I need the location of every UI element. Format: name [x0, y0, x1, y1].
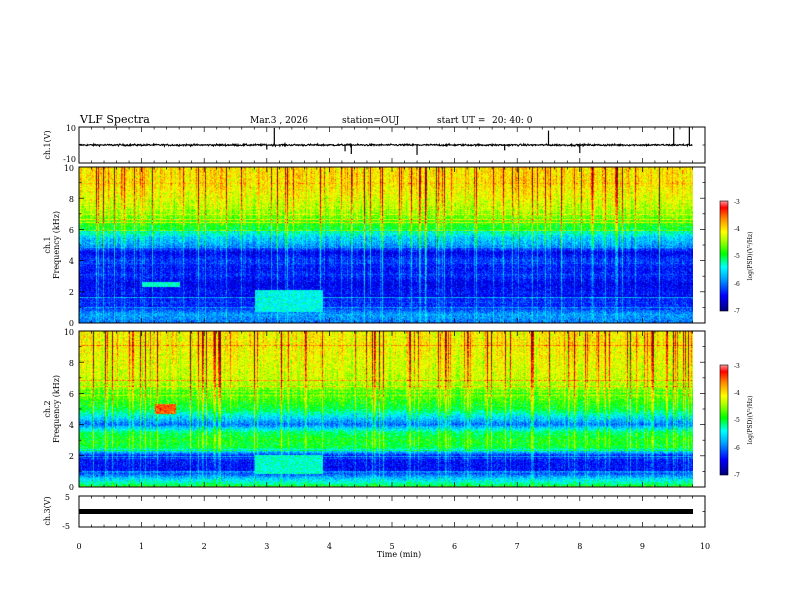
time-tick-label: 0: [76, 542, 81, 551]
ch1-freq-tick-6: 6: [69, 226, 74, 235]
ch3-waveform-ticks: [78, 495, 706, 528]
ch1-ytick-top: 10: [66, 124, 76, 133]
ch1-freq-tick-4: 4: [69, 257, 74, 266]
ch1-spectrogram-image: [79, 167, 693, 323]
ch1-waveform-ticks: [78, 126, 706, 164]
ch2-spectrogram-ticks: [78, 330, 706, 488]
time-tick-label: 10: [700, 542, 710, 551]
time-axis-label: Time (min): [377, 550, 421, 559]
ch2-freq-tick-4: 4: [69, 421, 74, 430]
time-tick-label: 8: [577, 542, 582, 551]
date-label: Mar.3 , 2026: [250, 116, 308, 126]
time-tick-label: 7: [515, 542, 520, 551]
ch3-ytick-top: 5: [65, 493, 70, 502]
ch1-cb-tick-m5: -5: [734, 253, 740, 260]
ch2-spectrogram-image: [79, 331, 693, 487]
ch1-freq-tick-2: 2: [69, 288, 74, 297]
ch2-colorbar-label: log(PSD)(V²/Hz): [747, 396, 754, 445]
time-tick-label: 6: [452, 542, 457, 551]
figure-title: VLF Spectra: [79, 113, 150, 126]
time-axis-tick-labels: 0 1 2 3 4 5 6 7 8 9 10: [76, 542, 710, 551]
ch1-cb-tick-m3: -3: [734, 199, 740, 206]
ch1-spectrogram-ticks: [78, 166, 706, 324]
ch2-freq-tick-0: 0: [69, 483, 74, 492]
ch2-spectrogram-panel: 10 8 6 4 2 0 ch.2 Frequency (kHz): [43, 328, 706, 492]
ch1-waveform-trace: [78, 127, 693, 155]
ch1-frequency-label: Frequency (kHz): [52, 211, 61, 279]
time-tick-label: 9: [640, 542, 645, 551]
ch1-colorbar-label: log(PSD)(V²/Hz): [747, 232, 754, 281]
ch2-freq-tick-6: 6: [69, 390, 74, 399]
time-tick-label: 1: [139, 542, 144, 551]
ch2-cb-tick-m7: -7: [734, 472, 740, 479]
time-tick-label: 2: [202, 542, 207, 551]
ch2-freq-tick-2: 2: [69, 452, 74, 461]
time-tick-label: 5: [389, 542, 394, 551]
ch3-waveform-trace: [79, 509, 693, 514]
ch1-ylabel: ch.1(V): [43, 130, 52, 159]
ch1-spectrogram-panel: 10 8 6 4 2 0 ch.1 Frequency (kHz): [43, 164, 706, 328]
ch2-cb-tick-m3: -3: [734, 363, 740, 370]
ch1-colorbar-gradient: [719, 200, 729, 312]
ch1-waveform-panel: 10 -10 ch.1(V): [43, 124, 706, 164]
ch1-cb-tick-m7: -7: [734, 308, 740, 315]
ch2-cb-tick-m5: -5: [734, 417, 740, 424]
ch1-freq-tick-10: 10: [64, 164, 74, 173]
ch1-cb-tick-m4: -4: [734, 226, 740, 233]
ch3-waveform-panel: 5 -5 ch.3(V): [43, 493, 706, 531]
ch1-freq-tick-8: 8: [69, 195, 74, 204]
ch2-channel-label: ch.2: [43, 400, 52, 417]
ch3-ytick-bottom: -5: [62, 522, 70, 531]
ch2-cb-tick-m6: -6: [734, 445, 740, 452]
station-label: station=OUJ: [342, 116, 400, 126]
ch1-waveform-line: [78, 141, 693, 148]
start-label: start UT =: [437, 116, 485, 126]
ch1-freq-tick-0: 0: [69, 319, 74, 328]
ch2-cb-tick-m4: -4: [734, 390, 740, 397]
ch2-colorbar: -3 -4 -5 -6 -7 log(PSD)(V²/Hz): [719, 363, 754, 479]
ch2-colorbar-gradient: [719, 364, 729, 476]
ch2-frequency-label: Frequency (kHz): [52, 375, 61, 443]
ch2-freq-tick-10: 10: [64, 328, 74, 337]
ch1-cb-tick-m6: -6: [734, 281, 740, 288]
ch1-colorbar: -3 -4 -5 -6 -7 log(PSD)(V²/Hz): [719, 199, 754, 315]
ch1-ytick-bottom: -10: [63, 155, 76, 164]
ch3-ylabel: ch.3(V): [43, 496, 52, 525]
ch1-channel-label: ch.1: [43, 236, 52, 253]
ch2-freq-tick-8: 8: [69, 359, 74, 368]
time-tick-label: 3: [264, 542, 269, 551]
time-tick-label: 4: [327, 542, 332, 551]
start-time: 20: 40: 0: [492, 116, 533, 126]
